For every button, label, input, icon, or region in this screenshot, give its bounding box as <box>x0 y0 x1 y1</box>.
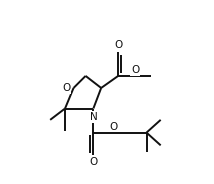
Text: O: O <box>131 65 139 75</box>
Text: O: O <box>110 122 118 132</box>
Text: O: O <box>89 157 98 167</box>
Text: O: O <box>62 83 71 93</box>
Text: N: N <box>89 112 97 122</box>
Text: O: O <box>114 40 122 50</box>
